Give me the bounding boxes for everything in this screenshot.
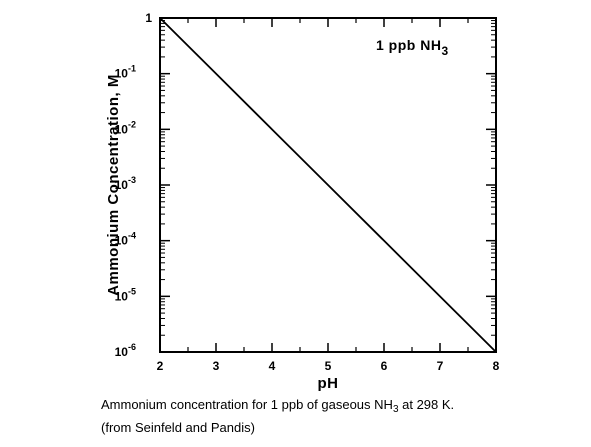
caption-line-1: Ammonium concentration for 1 ppb of gase… (101, 397, 455, 415)
figure-caption: Ammonium concentration for 1 ppb of gase… (101, 396, 581, 437)
y-tick-label: 10-6 (115, 342, 136, 359)
y-tick-label: 10-2 (115, 119, 136, 136)
y-tick-label: 1 (145, 11, 152, 25)
y-tick-label: 10-3 (115, 175, 136, 192)
series-line (159, 17, 497, 353)
x-axis-title: pH (318, 375, 339, 392)
x-tick-labels: 2 3 4 5 6 7 8 (157, 359, 500, 373)
x-tick-label: 6 (381, 359, 388, 373)
x-tick-label: 7 (437, 359, 444, 373)
series-group (159, 17, 497, 353)
major-ticks (159, 17, 497, 353)
y-axis-title: Ammonium Concentration, M (105, 74, 122, 296)
y-tick-labels: 1 10-1 10-2 10-3 10-4 10-5 10-6 (115, 11, 153, 359)
minor-ticks (160, 18, 496, 352)
y-tick-label: 10-1 (115, 64, 136, 81)
x-tick-label: 3 (213, 359, 220, 373)
annotation-label: 1 ppb NH3 (376, 37, 449, 58)
x-tick-label: 4 (269, 359, 276, 373)
x-tick-label: 5 (325, 359, 332, 373)
caption-line-2: (from Seinfeld and Pandis) (101, 420, 255, 435)
y-tick-label: 10-5 (115, 286, 136, 303)
y-tick-label: 10-4 (115, 231, 136, 248)
chart: 2 3 4 5 6 7 8 1 10-1 10-2 10-3 10-4 10-5 10-6 1 ppb … (105, 11, 500, 392)
x-tick-label: 8 (493, 359, 500, 373)
x-tick-label: 2 (157, 359, 164, 373)
